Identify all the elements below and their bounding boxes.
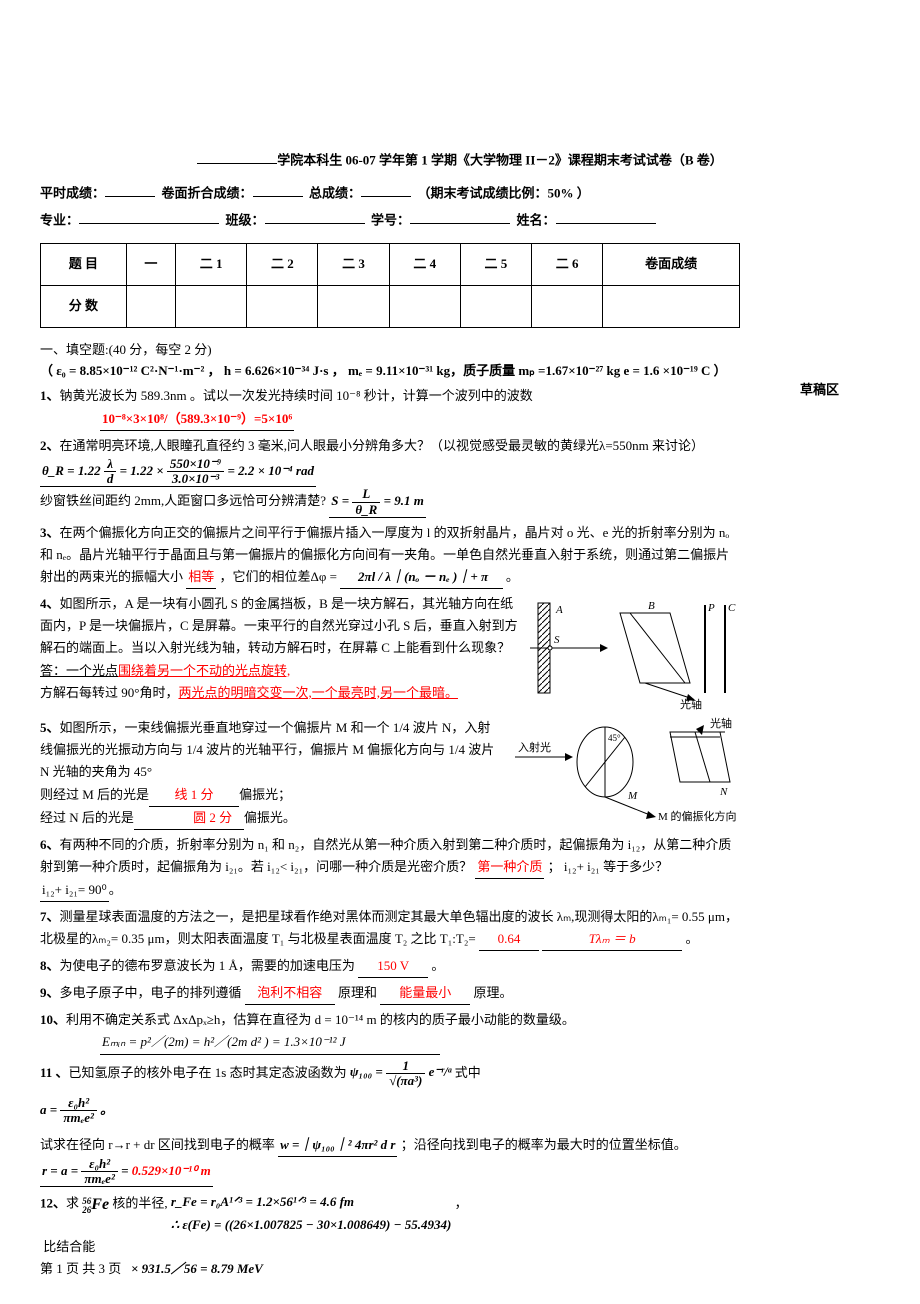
answer-4-prefix: 答：一个光点 <box>40 663 118 678</box>
question-12: 12、求 5626Fe 核的半径, r_Fe = r₀A¹ᐟ³ = 1.2×56… <box>40 1191 740 1279</box>
answer-3a: 相等 <box>186 566 216 589</box>
a-formula: a = ε₀h²πmₑe² 。 <box>40 1096 740 1126</box>
answer-4b: 两光点的明暗交变一次,一个最亮时,另一个最暗。 <box>178 685 458 700</box>
question-11: 11 、已知氢原子的核外电子在 1s 态时其定态波函数为 ψ₁₀₀ = 1√(π… <box>40 1059 740 1188</box>
question-1: 1、钠黄光波长为 589.3nm 。试以一次发光持续时间 10⁻⁸ 秒计，计算一… <box>40 385 740 430</box>
figure-q5: 入射光 45° M 的偏振化方向 M 光轴 N <box>510 717 740 827</box>
question-4: S A B 光轴 P C 4、如图所示，A 是一块有小圆孔 S 的金属挡板，B … <box>40 593 740 713</box>
question-3: 3、在两个偏振化方向正交的偏振片之间平行于偏振片插入一厚度为 l 的双折射晶片，… <box>40 522 740 589</box>
score-table: 题 目 一 二 1 二 2 二 3 二 4 二 5 二 6 卷面成绩 分 数 <box>40 243 740 328</box>
svg-text:光轴: 光轴 <box>680 697 702 711</box>
section1-title: 一、填空题:(40 分，每空 2 分) <box>40 340 740 361</box>
answer-1: 10⁻⁸×3×10⁸/（589.3×10⁻⁹）=5×10⁶ <box>100 408 294 431</box>
answer-9a: 泡利不相容 <box>245 982 335 1005</box>
table-row: 分 数 <box>41 286 740 328</box>
constants: （ ε₀ = 8.85×10⁻¹² C²·N⁻¹·m⁻² ， h = 6.626… <box>40 361 740 382</box>
question-9: 9、多电子原子中，电子的排列遵循 泡利不相容 原理和 能量最小 原理。 <box>40 982 740 1005</box>
table-row: 题 目 一 二 1 二 2 二 3 二 4 二 5 二 6 卷面成绩 <box>41 244 740 286</box>
question-10: 10、利用不确定关系式 ΔxΔpₓ≥h，估算在直径为 d = 10⁻¹⁴ m 的… <box>40 1009 740 1054</box>
svg-text:S: S <box>554 634 560 646</box>
answer-4a: 围绕着另一个不动的光点旋转, <box>118 663 290 678</box>
answer-10: Eₘᵢₙ = p²／(2m) = h²／(2m d² ) = 1.3×10⁻¹²… <box>100 1031 440 1054</box>
answer-12a: r_Fe = r₀A¹ᐟ³ = 1.2×56¹ᐟ³ = 4.6 fm <box>171 1194 354 1209</box>
svg-text:N: N <box>719 786 728 798</box>
svg-text:B: B <box>648 600 655 612</box>
answer-7a: 0.64 <box>479 928 539 951</box>
answer-3b: 2πl / λ｜(nₒ － nₑ )｜+ π <box>340 566 502 589</box>
answer-2a: θ_R = 1.22 λd = 1.22 × 550×10⁻⁹3.0×10⁻³ … <box>40 457 316 488</box>
svg-text:A: A <box>555 604 563 616</box>
answer-12c: × 931.5／56 = 8.79 MeV <box>131 1261 263 1276</box>
student-meta-line: 专业： 班级： 学号： 姓名： <box>40 210 880 231</box>
score-meta-line: 平时成绩： 卷面折合成绩： 总成绩： （期末考试成绩比例：50% ） <box>40 183 880 204</box>
answer-11b: r = a = ε₀h²πmₑe² = 0.529×10⁻¹⁰ m <box>40 1157 213 1188</box>
question-8: 8、为使电子的德布罗意波长为 1 Å，需要的加速电压为 150 V 。 <box>40 955 740 978</box>
svg-text:45°: 45° <box>608 733 621 743</box>
answer-12b: ∴ ε(Fe) = ((26×1.007825 − 30×1.008649) −… <box>171 1217 452 1232</box>
figure-q4: S A B 光轴 P C <box>530 593 740 713</box>
psi-formula: ψ₁₀₀ = 1√(πa³) e⁻ʳ/ᵃ <box>350 1064 455 1079</box>
question-7: 7、测量星球表面温度的方法之一，是把星球看作绝对黑体而测定其最大单色辐出度的波长… <box>40 906 740 951</box>
question-6: 6、有两种不同的介质，折射率分别为 n₁ 和 n₂，自然光从第一种介质入射到第二… <box>40 834 740 902</box>
svg-text:光轴: 光轴 <box>710 717 732 730</box>
answer-2b: S = Lθ_R = 9.1 m <box>329 487 426 518</box>
page-footer: 第 1 页 共 3 页 <box>40 1261 121 1276</box>
answer-5a: 线 1 分 <box>149 784 239 807</box>
answer-6b: i₁₂+ i₂₁= 90⁰ <box>40 879 109 902</box>
svg-text:P: P <box>707 602 715 614</box>
answer-6a: 第一种介质 <box>475 856 544 879</box>
nuclide: 5626Fe <box>82 1191 109 1218</box>
answer-8: 150 V <box>358 955 428 978</box>
question-2: 2、在通常明亮环境,人眼瞳孔直径约 3 毫米,问人眼最小分辨角多大？（以视觉感受… <box>40 435 740 518</box>
question-5: 入射光 45° M 的偏振化方向 M 光轴 N 5、如图所示，一束线偏振光垂直地… <box>40 717 740 829</box>
score-col-head: 题 目 <box>41 244 127 286</box>
svg-text:M: M <box>627 790 638 802</box>
answer-11a: w =｜ψ₁₀₀｜² 4πr² d r <box>278 1134 397 1157</box>
svg-text:M 的偏振化方向: M 的偏振化方向 <box>658 809 737 823</box>
answer-9b: 能量最小 <box>380 982 470 1005</box>
draft-area-label: 草稿区 <box>800 380 880 401</box>
exam-title: 学院本科生 06-07 学年第 1 学期《大学物理 II－2》课程期末考试试卷（… <box>40 150 880 171</box>
answer-5b: 圆 2 分 <box>134 807 244 830</box>
svg-text:入射光: 入射光 <box>518 740 551 754</box>
answer-7b: Tλₘ ＝ b <box>542 928 682 951</box>
svg-text:C: C <box>728 602 736 614</box>
